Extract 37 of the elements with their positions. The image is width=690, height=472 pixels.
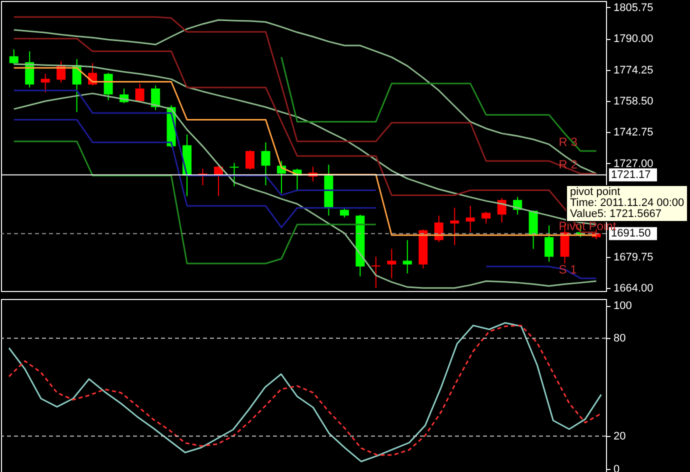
candlestick [371,256,380,289]
candlestick [135,83,144,103]
y-tick-label: 0 [614,463,620,472]
ref-line-label: 1721.17 [611,168,651,181]
candlestick [104,72,113,101]
y-tick-label: 20 [614,430,626,443]
annotation: pivot point [570,186,622,198]
candlestick [40,73,50,93]
candlestick [387,248,396,279]
candlestick [544,224,554,262]
candlestick [402,240,412,274]
annotation: Value5: 1721.5667 [570,208,663,220]
y-tick-label: 1758.50 [614,95,654,108]
candlestick [9,48,18,65]
candlestick [450,207,460,246]
candlestick [340,207,349,218]
y-tick-label: 1727.00 [614,158,654,170]
candlestick [151,85,160,111]
y-tick-label: 100 [614,300,632,312]
candlestick [261,142,270,186]
candlestick [466,205,475,233]
y-tick-label: 1679.75 [614,251,654,264]
candlestick [245,150,254,170]
tooltip-box: pivot point Time: 2011.11.24 00:00 Value5: 1721.5667 [566,185,688,222]
line-series [13,119,377,228]
y-tick-label: 80 [614,332,626,345]
y-tick-label: 1805.75 [614,2,654,14]
line-series [280,56,598,152]
y-tick-label: 1774.25 [614,64,654,76]
y-tick-label: 1664.00 [614,282,654,295]
candlestick [482,211,491,224]
candlestick [214,165,223,197]
line-series [13,140,377,264]
candlestick [230,162,239,187]
y-tick-label: 1790.00 [614,33,654,46]
annotation: Time: 2011.11.24 00:00 [570,197,684,209]
y-tick-label: 1742.75 [614,126,654,139]
